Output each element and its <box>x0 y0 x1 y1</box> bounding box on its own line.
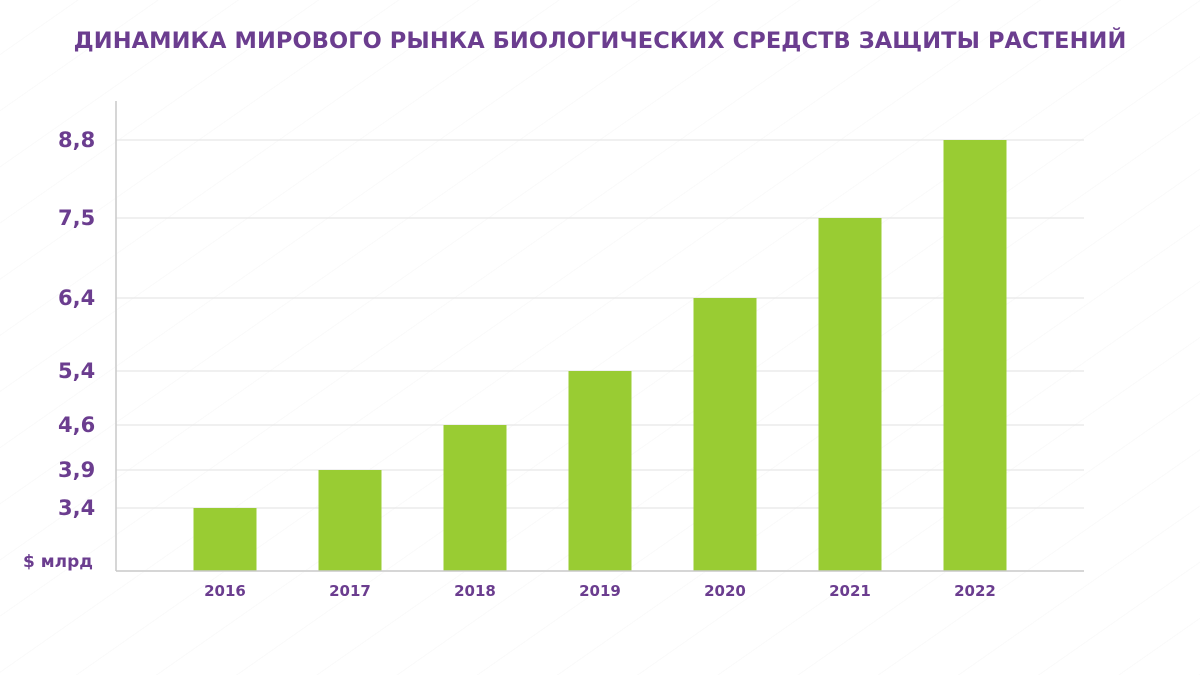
axes <box>115 101 1084 572</box>
bar-2020 <box>693 298 757 571</box>
y-tick-label: 7,5 <box>58 206 95 230</box>
x-tick-labels: 2016 2017 2018 2019 2020 2021 2022 <box>204 582 996 600</box>
x-tick-label: 2017 <box>329 582 371 600</box>
x-tick-label: 2016 <box>204 582 246 600</box>
y-tick-labels: 3,4 3,9 4,6 5,4 6,4 7,5 8,8 <box>58 128 95 520</box>
y-tick-label: 4,6 <box>58 413 95 437</box>
bar-2017 <box>318 470 382 571</box>
y-axis-unit-label: $ млрд <box>23 552 93 572</box>
bar-2016 <box>193 508 257 571</box>
y-tick-label: 3,4 <box>58 496 95 520</box>
x-tick-label: 2022 <box>954 582 996 600</box>
bar-2018 <box>443 425 507 571</box>
x-tick-label: 2018 <box>454 582 496 600</box>
y-tick-label: 6,4 <box>58 286 95 310</box>
chart-title: ДИНАМИКА МИРОВОГО РЫНКА БИОЛОГИЧЕСКИХ СР… <box>73 28 1127 54</box>
bars <box>193 140 1007 571</box>
bar-2019 <box>568 371 632 571</box>
bar-2021 <box>818 218 882 571</box>
y-tick-label: 5,4 <box>58 359 95 383</box>
bar-2022 <box>943 140 1007 571</box>
y-tick-label: 8,8 <box>58 128 95 152</box>
y-tick-label: 3,9 <box>58 458 95 482</box>
x-tick-label: 2019 <box>579 582 621 600</box>
x-tick-label: 2021 <box>829 582 871 600</box>
x-tick-label: 2020 <box>704 582 746 600</box>
